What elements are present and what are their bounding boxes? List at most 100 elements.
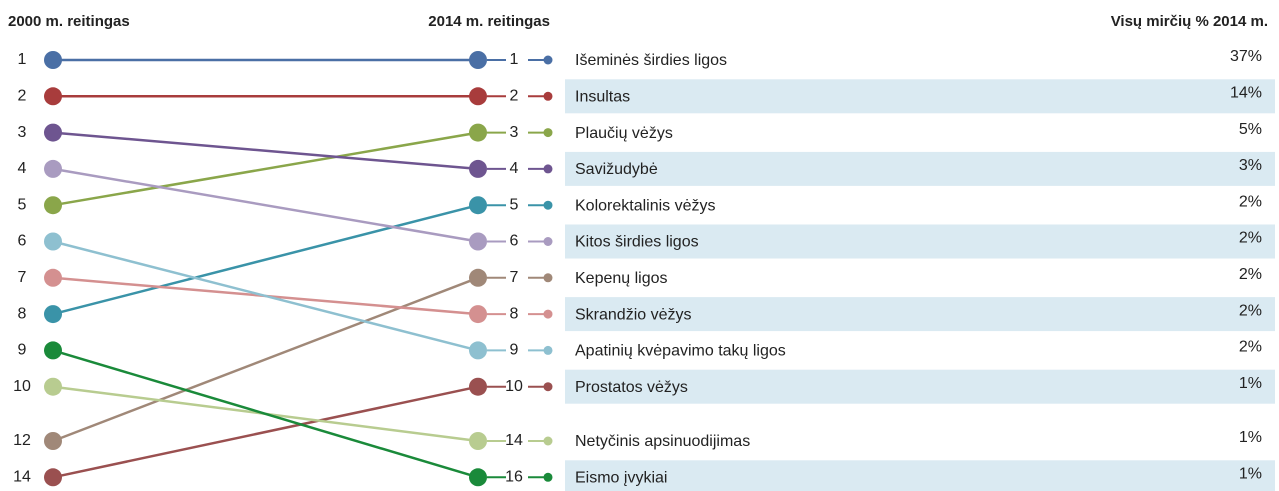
dot-2000 [44, 87, 62, 106]
row-band [565, 369, 1275, 404]
dot-2014 [469, 87, 487, 106]
category-label: Insultas [575, 89, 630, 106]
dot-2014 [469, 159, 487, 178]
slope-line [52, 131, 479, 207]
small-dot [543, 91, 553, 101]
small-dot [543, 309, 553, 319]
value-label: 2% [1239, 230, 1262, 247]
value-label: 5% [1239, 121, 1262, 138]
rank-2014-label: 3 [510, 124, 519, 141]
small-dot [543, 200, 553, 210]
rank-2014-label: 2 [510, 88, 519, 105]
dot-2000 [44, 377, 62, 396]
small-dot [543, 164, 553, 174]
dot-2000 [44, 232, 62, 251]
value-title: Visų mirčių % 2014 m. [1111, 13, 1268, 30]
small-dot [543, 273, 553, 283]
slope-line [52, 167, 479, 243]
rank-2000-label: 8 [18, 305, 27, 322]
dot-2000 [44, 159, 62, 178]
dot-2000 [44, 468, 62, 487]
category-label: Kitos širdies ligos [575, 234, 699, 251]
category-label: Eismo įvykiai [575, 470, 667, 487]
row-band [565, 297, 1275, 332]
dot-2014 [469, 341, 487, 360]
dot-2014 [469, 377, 487, 396]
dot-2000 [44, 432, 62, 450]
dot-2000 [44, 268, 62, 287]
rank-2014-label: 7 [510, 269, 519, 286]
rank-2014-label: 1 [510, 51, 519, 68]
slope-line [52, 240, 479, 352]
value-label: 3% [1239, 157, 1262, 174]
slope-line [52, 276, 479, 443]
dot-2000 [44, 196, 62, 215]
rank-2014-label: 16 [505, 469, 523, 486]
row-band [565, 460, 1275, 491]
row-band [565, 79, 1275, 114]
small-dot [543, 472, 553, 482]
dot-2014 [469, 51, 487, 69]
small-dot [543, 237, 553, 246]
dot-2014 [469, 468, 487, 487]
slope-line [52, 385, 479, 479]
category-label: Skrandžio vėžys [575, 306, 692, 323]
category-label: Išeminės širdies ligos [575, 52, 727, 69]
rank-2014-label: 8 [510, 305, 519, 322]
small-dot [543, 436, 553, 446]
rank-2000-label: 2 [18, 88, 27, 105]
category-label: Kolorektalinis vėžys [575, 197, 716, 214]
dot-2014 [469, 232, 487, 251]
value-label: 1% [1239, 466, 1262, 483]
rank-2014-label: 4 [510, 160, 519, 177]
slope-line [52, 131, 479, 171]
small-dot [543, 128, 553, 138]
row-band [565, 224, 1275, 259]
category-label: Apatinių kvėpavimo takų ligos [575, 343, 786, 360]
right-title: 2014 m. reitingas [428, 13, 550, 30]
dot-2014 [469, 305, 487, 324]
category-label: Kepenų ligos [575, 270, 668, 287]
value-label: 2% [1239, 339, 1262, 356]
slope-line [52, 349, 479, 479]
dot-2000 [44, 341, 62, 360]
value-label: 2% [1239, 302, 1262, 319]
rank-2000-label: 14 [13, 469, 31, 486]
rank-2000-label: 10 [13, 378, 31, 395]
value-label: 14% [1230, 85, 1262, 102]
category-label: Savižudybė [575, 161, 658, 178]
dot-2000 [44, 305, 62, 324]
category-label: Netyčinis apsinuodijimas [575, 433, 750, 450]
rank-2000-label: 12 [13, 432, 31, 449]
value-label: 37% [1230, 48, 1262, 65]
small-dot [543, 55, 553, 65]
rank-2000-label: 3 [18, 124, 27, 141]
small-dot [543, 345, 553, 355]
dot-2014 [469, 432, 487, 450]
value-label: 1% [1239, 375, 1262, 392]
dot-2000 [44, 123, 62, 142]
rank-2014-label: 5 [510, 196, 519, 213]
rank-2000-label: 4 [18, 160, 27, 177]
small-dot [543, 382, 553, 392]
slope-line [52, 203, 479, 316]
dot-2000 [44, 51, 62, 69]
rank-2014-label: 14 [505, 432, 523, 449]
value-label: 2% [1239, 266, 1262, 283]
rank-2000-label: 9 [18, 342, 27, 359]
dot-2014 [469, 196, 487, 215]
category-label: Plaučių vėžys [575, 125, 673, 142]
left-title: 2000 m. reitingas [8, 13, 130, 30]
rank-2014-label: 10 [505, 378, 523, 395]
dot-2014 [469, 268, 487, 287]
category-label: Prostatos vėžys [575, 379, 688, 396]
row-band [565, 151, 1275, 186]
rank-2000-label: 6 [18, 233, 27, 250]
rank-2000-label: 1 [18, 51, 27, 68]
rank-2000-label: 7 [18, 269, 27, 286]
rank-2000-label: 5 [18, 196, 27, 213]
rank-2014-label: 9 [510, 342, 519, 359]
dot-2014 [469, 123, 487, 142]
value-label: 2% [1239, 193, 1262, 210]
